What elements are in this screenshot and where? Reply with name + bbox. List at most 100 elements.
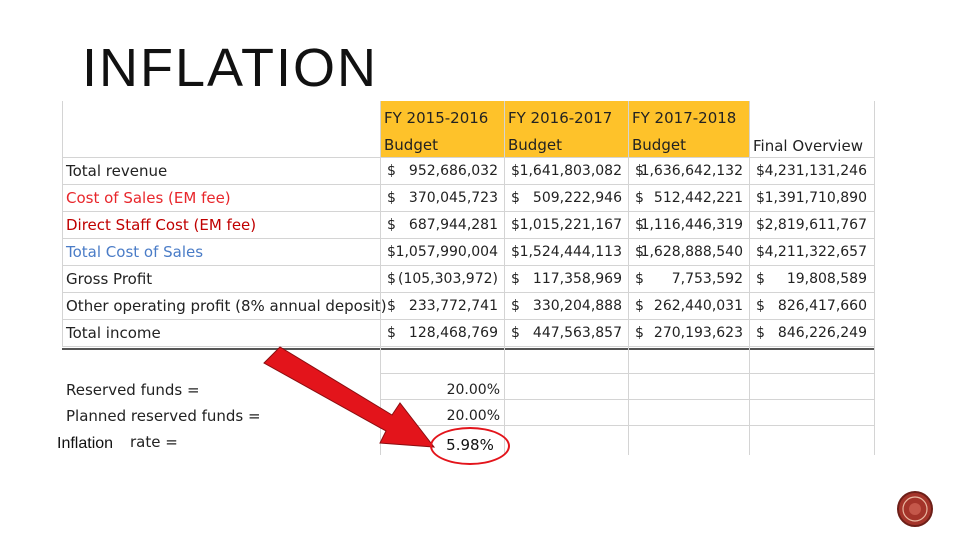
currency-symbol: $ bbox=[635, 271, 644, 287]
cell-value: 952,686,032 bbox=[408, 163, 498, 179]
header-fy2015-line1: FY 2015-2016 bbox=[384, 109, 489, 127]
grid-row-line bbox=[380, 373, 874, 374]
cell-value: 687,944,281 bbox=[408, 217, 498, 233]
grid-col-line bbox=[504, 101, 505, 455]
currency-symbol: $ bbox=[387, 271, 396, 287]
header-fy2015-line2: Budget bbox=[384, 136, 438, 154]
currency-symbol: $ bbox=[635, 163, 644, 179]
table-cell: $1,524,444,113 bbox=[504, 239, 628, 266]
header-bg-fy2015 bbox=[380, 101, 504, 158]
inflation-rate-value: 5.98% bbox=[446, 436, 494, 454]
cell-value: 7,753,592 bbox=[671, 271, 743, 287]
cell-value: 233,772,741 bbox=[408, 298, 498, 314]
row-label: Total Cost of Sales bbox=[66, 243, 204, 261]
currency-symbol: $ bbox=[387, 217, 396, 233]
cell-value: 1,057,990,004 bbox=[395, 244, 498, 260]
grid-col-line bbox=[874, 101, 875, 455]
rate-label: rate = bbox=[130, 433, 178, 451]
currency-symbol: $ bbox=[635, 217, 644, 233]
table-cell: $846,226,249 bbox=[749, 320, 873, 347]
cell-value: 512,442,221 bbox=[653, 190, 743, 206]
currency-symbol: $ bbox=[756, 271, 765, 287]
row-label: Cost of Sales (EM fee) bbox=[66, 189, 231, 207]
cell-value: 270,193,623 bbox=[653, 325, 743, 341]
cell-value: 509,222,946 bbox=[532, 190, 622, 206]
cell-value: 370,045,723 bbox=[408, 190, 498, 206]
table-cell: $370,045,723 bbox=[380, 185, 504, 212]
currency-symbol: $ bbox=[511, 217, 520, 233]
table-cell: $4,231,131,246 bbox=[749, 158, 873, 185]
table-cell: $ (105,303,972) bbox=[380, 266, 504, 293]
table-cell: $1,015,221,167 bbox=[504, 212, 628, 239]
cell-value: 330,204,888 bbox=[532, 298, 622, 314]
row-label: Gross Profit bbox=[66, 270, 153, 288]
currency-symbol: $ bbox=[635, 298, 644, 314]
table-cell: $826,417,660 bbox=[749, 293, 873, 320]
currency-symbol: $ bbox=[756, 244, 765, 260]
currency-symbol: $ bbox=[756, 163, 765, 179]
header-bg-fy2017 bbox=[628, 101, 749, 158]
table-cell: $512,442,221 bbox=[628, 185, 749, 212]
table-cell: $19,808,589 bbox=[749, 266, 873, 293]
grid-row-line bbox=[62, 211, 874, 212]
header-fy2017-line2: Budget bbox=[632, 136, 686, 154]
reserved-funds-value: 20.00% bbox=[446, 382, 500, 398]
row-label: Other operating profit (8% annual deposi… bbox=[66, 297, 387, 315]
cell-value: 2,819,611,767 bbox=[764, 217, 867, 233]
table-cell: $270,193,623 bbox=[628, 320, 749, 347]
cell-value: 1,391,710,890 bbox=[764, 190, 867, 206]
header-fy2017-line1: FY 2017-2018 bbox=[632, 109, 737, 127]
row-label: Direct Staff Cost (EM fee) bbox=[66, 216, 257, 234]
currency-symbol: $ bbox=[756, 190, 765, 206]
currency-symbol: $ bbox=[756, 217, 765, 233]
planned-reserved-funds-value: 20.00% bbox=[446, 408, 500, 424]
header-fy2016-line2: Budget bbox=[508, 136, 562, 154]
currency-symbol: $ bbox=[635, 325, 644, 341]
cell-value: 1,628,888,540 bbox=[640, 244, 743, 260]
header-fy2016-line1: FY 2016-2017 bbox=[508, 109, 613, 127]
currency-symbol: $ bbox=[387, 163, 396, 179]
table-cell: $128,468,769 bbox=[380, 320, 504, 347]
cell-value: 4,211,322,657 bbox=[764, 244, 867, 260]
grid-row-line bbox=[62, 157, 874, 158]
seal-icon bbox=[897, 491, 933, 527]
grid-col-line bbox=[749, 101, 750, 455]
grid-row-line bbox=[62, 292, 874, 293]
table-cell: $1,116,446,319 bbox=[628, 212, 749, 239]
table-cell: $117,358,969 bbox=[504, 266, 628, 293]
grid-row-line bbox=[62, 265, 874, 266]
table-cell: $687,944,281 bbox=[380, 212, 504, 239]
currency-symbol: $ bbox=[635, 244, 644, 260]
currency-symbol: $ bbox=[511, 244, 520, 260]
currency-symbol: $ bbox=[756, 325, 765, 341]
grid-row-line bbox=[380, 425, 874, 426]
currency-symbol: $ bbox=[635, 190, 644, 206]
cell-value: 4,231,131,246 bbox=[764, 163, 867, 179]
cell-value: 846,226,249 bbox=[777, 325, 867, 341]
grid-row-line bbox=[62, 238, 874, 239]
currency-symbol: $ bbox=[511, 163, 520, 179]
table-cell: $952,686,032 bbox=[380, 158, 504, 185]
planned-reserved-funds-label: Planned reserved funds = bbox=[66, 407, 261, 425]
table-cell: $330,204,888 bbox=[504, 293, 628, 320]
header-bg-fy2016 bbox=[504, 101, 628, 158]
row-label: Total income bbox=[66, 324, 161, 342]
cell-value: 128,468,769 bbox=[408, 325, 498, 341]
cell-value: 1,116,446,319 bbox=[640, 217, 743, 233]
grid-row-line bbox=[62, 346, 874, 347]
table-cell: $2,819,611,767 bbox=[749, 212, 873, 239]
budget-spreadsheet: FY 2015-2016 Budget FY 2016-2017 Budget … bbox=[62, 101, 876, 455]
currency-symbol: $ bbox=[387, 298, 396, 314]
cell-value: 447,563,857 bbox=[532, 325, 622, 341]
currency-symbol: $ bbox=[387, 190, 396, 206]
currency-symbol: $ bbox=[387, 244, 396, 260]
cell-value: 1,524,444,113 bbox=[519, 244, 622, 260]
currency-symbol: $ bbox=[511, 190, 520, 206]
table-cell: $262,440,031 bbox=[628, 293, 749, 320]
currency-symbol: $ bbox=[511, 271, 520, 287]
currency-symbol: $ bbox=[756, 298, 765, 314]
cell-value: 826,417,660 bbox=[777, 298, 867, 314]
cell-value: 117,358,969 bbox=[532, 271, 622, 287]
table-cell: $1,391,710,890 bbox=[749, 185, 873, 212]
table-cell: $7,753,592 bbox=[628, 266, 749, 293]
